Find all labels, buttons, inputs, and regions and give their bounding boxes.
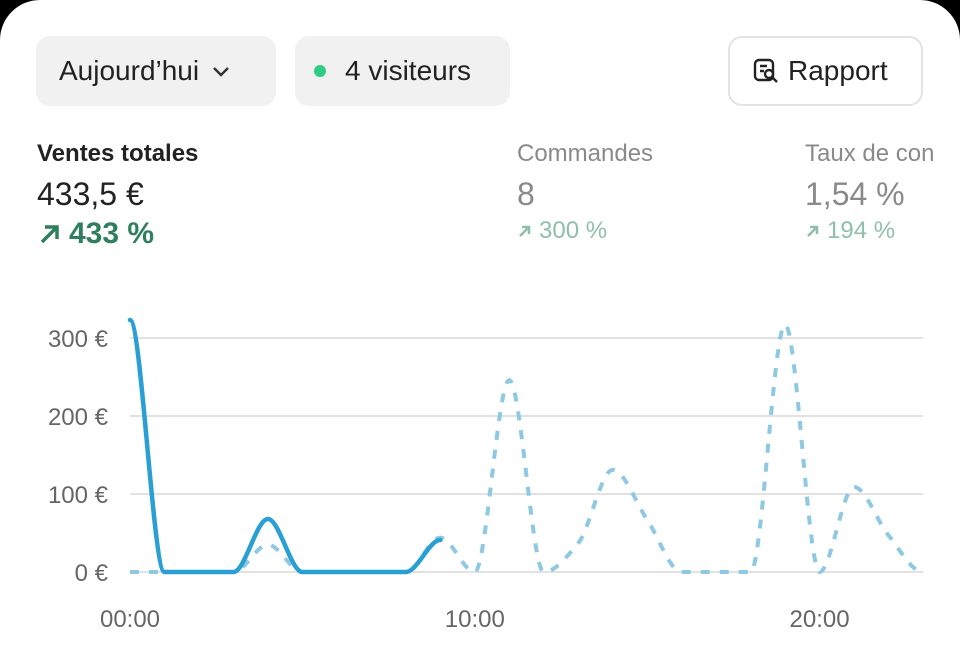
y-tick-label: 200 € (48, 404, 109, 431)
report-label: Rapport (788, 55, 888, 86)
up-arrow-icon (519, 225, 531, 237)
metric: Ventes totales 433,5 € 433 % (37, 140, 198, 251)
metric-value: 8 (517, 176, 535, 212)
comparison-line (129, 322, 924, 574)
x-tick-label: 00:00 (100, 606, 160, 633)
visitors-badge[interactable]: 4 visiteurs (295, 36, 510, 106)
sales-line (127, 317, 443, 575)
metric-label: Commandes (517, 140, 654, 167)
metric-label: Taux de con (805, 140, 935, 167)
change-text: 300 % (539, 217, 608, 244)
up-arrow-icon (807, 225, 819, 237)
metric-change: 300 % (517, 217, 653, 245)
metric: Commandes 8 300 % (517, 140, 653, 245)
report-button[interactable]: Rapport (728, 36, 923, 106)
metric-change: 194 % (805, 217, 934, 245)
metric-label: Ventes totales (37, 140, 199, 167)
period-label: Aujourd’hui (59, 55, 200, 86)
chevron-icon (213, 67, 229, 77)
x-tick-label: 10:00 (445, 606, 505, 633)
y-tick-label: 300 € (48, 326, 109, 353)
y-tick-label: 0 € (75, 560, 109, 587)
x-tick-label: 20:00 (790, 606, 850, 633)
visitors-label: 4 visiteurs (345, 55, 472, 86)
live-dot (314, 65, 326, 77)
metric: Taux de con 1,54 % 194 % (805, 140, 934, 245)
up-arrow-icon (40, 225, 59, 244)
period-button[interactable]: Aujourd’hui (36, 36, 276, 106)
y-tick-label: 100 € (48, 482, 109, 509)
metric-value: 1,54 % (805, 176, 905, 212)
metric-value: 433,5 € (37, 176, 144, 212)
change-text: 433 % (69, 217, 155, 250)
report-icon (753, 58, 778, 83)
change-text: 194 % (827, 217, 896, 244)
metric-change: 433 % (37, 217, 198, 251)
